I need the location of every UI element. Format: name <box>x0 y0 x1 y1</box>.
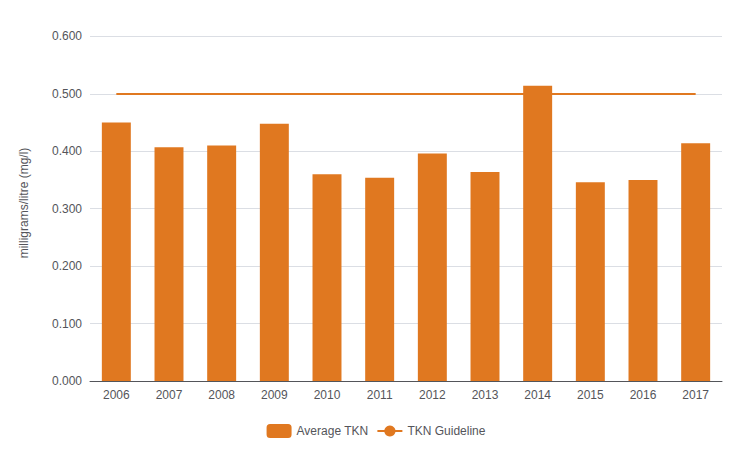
svg-text:0.400: 0.400 <box>52 144 82 158</box>
svg-text:2009: 2009 <box>261 388 288 402</box>
svg-text:0.500: 0.500 <box>52 87 82 101</box>
svg-text:milligrams/litre (mg/l): milligrams/litre (mg/l) <box>17 148 31 259</box>
svg-text:2006: 2006 <box>103 388 130 402</box>
svg-text:0.600: 0.600 <box>52 29 82 43</box>
svg-text:2012: 2012 <box>419 388 446 402</box>
svg-text:2010: 2010 <box>314 388 341 402</box>
svg-text:2017: 2017 <box>682 388 709 402</box>
svg-text:2013: 2013 <box>472 388 499 402</box>
svg-text:2016: 2016 <box>630 388 657 402</box>
svg-text:2007: 2007 <box>156 388 183 402</box>
svg-text:TKN Guideline: TKN Guideline <box>407 424 485 438</box>
svg-text:0.000: 0.000 <box>52 374 82 388</box>
svg-text:2008: 2008 <box>208 388 235 402</box>
svg-text:2015: 2015 <box>577 388 604 402</box>
svg-text:0.100: 0.100 <box>52 317 82 331</box>
svg-text:2011: 2011 <box>367 388 393 402</box>
svg-text:2014: 2014 <box>524 388 551 402</box>
svg-text:0.200: 0.200 <box>52 259 82 273</box>
svg-text:0.300: 0.300 <box>52 202 82 216</box>
svg-text:Average TKN: Average TKN <box>297 424 369 438</box>
